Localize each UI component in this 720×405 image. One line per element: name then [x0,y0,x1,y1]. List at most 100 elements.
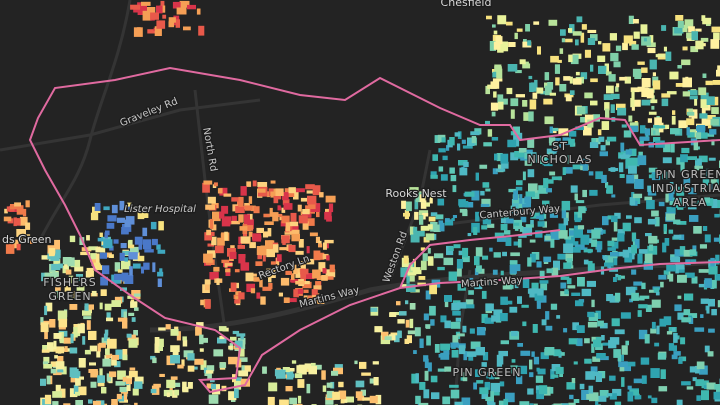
building [607,393,613,397]
building [306,258,315,265]
building [437,368,446,372]
building [430,319,435,326]
building [419,338,424,348]
building [582,189,587,198]
building [587,263,595,273]
building [634,217,642,224]
building [513,222,520,226]
building [570,54,579,65]
building [645,233,652,237]
building [535,230,543,238]
building [565,38,573,43]
building [677,65,682,69]
building [54,255,60,259]
building [681,59,691,66]
building [482,219,492,225]
building [103,333,108,341]
building [62,265,69,274]
building [698,155,708,163]
building [665,193,669,203]
building [587,29,597,33]
building [434,344,440,353]
building [513,241,520,246]
building [520,350,531,356]
building [665,51,672,61]
building [411,373,419,384]
building [663,143,671,153]
building [617,275,622,281]
building [561,38,565,43]
building [590,34,598,41]
building [540,352,549,360]
building [134,402,138,405]
building [663,316,672,326]
building [515,186,523,191]
building [622,222,631,232]
building [581,288,592,297]
building [229,251,237,259]
building [475,172,479,181]
road [388,149,432,281]
building [440,343,450,350]
building [230,282,237,292]
building [484,381,491,390]
building [307,295,316,299]
building [532,324,538,333]
building [144,249,154,253]
building [557,59,562,63]
building [670,187,676,192]
building [334,364,343,370]
building [571,292,581,296]
building [285,386,293,392]
building [707,351,714,357]
building [128,239,133,249]
building [649,289,657,293]
building [196,322,204,328]
building [269,207,273,217]
building [486,372,496,379]
building [712,80,720,85]
building [648,235,658,244]
building [663,270,669,275]
building [89,362,96,366]
building [533,403,538,405]
building [174,326,179,331]
building [205,370,214,374]
building [473,382,477,390]
building [577,338,583,347]
building [681,317,691,323]
building [338,390,347,400]
building [182,339,188,347]
building [617,233,625,242]
building [587,38,596,45]
road [0,98,261,152]
building [480,190,485,196]
building [702,17,712,25]
building [425,324,431,329]
building [240,186,247,196]
building [69,304,78,310]
building [471,190,480,201]
building [125,375,133,380]
building [228,356,238,365]
building [200,299,208,306]
building [94,203,101,211]
building [706,115,716,120]
building [481,362,487,367]
building [482,352,489,361]
building [205,204,216,210]
building [616,83,620,88]
building [699,244,707,249]
building [311,289,318,296]
building [389,312,397,317]
building [585,371,595,380]
building [544,347,555,356]
building [520,216,527,223]
building [700,314,704,318]
building [662,171,670,180]
building [209,218,214,229]
building [318,262,326,272]
building [630,157,640,167]
building [489,247,493,252]
building [278,292,283,297]
